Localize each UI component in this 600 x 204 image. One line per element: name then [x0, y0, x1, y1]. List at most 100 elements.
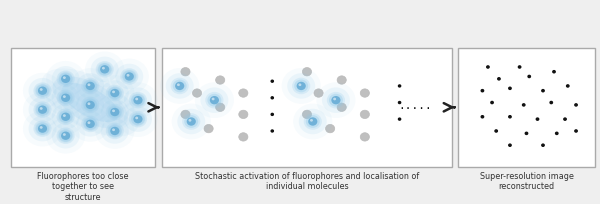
Circle shape: [29, 97, 56, 123]
Circle shape: [120, 69, 139, 85]
Circle shape: [29, 116, 56, 142]
Circle shape: [101, 119, 129, 144]
Circle shape: [112, 110, 115, 113]
Circle shape: [81, 78, 100, 95]
Circle shape: [215, 76, 225, 85]
Circle shape: [326, 125, 335, 133]
Circle shape: [160, 69, 199, 104]
Ellipse shape: [53, 77, 128, 129]
Circle shape: [38, 106, 47, 114]
Circle shape: [76, 93, 104, 118]
Circle shape: [124, 107, 152, 132]
Circle shape: [239, 89, 248, 98]
Circle shape: [175, 82, 184, 91]
Circle shape: [316, 83, 355, 119]
Circle shape: [59, 92, 73, 105]
Circle shape: [101, 100, 129, 125]
Ellipse shape: [62, 84, 119, 122]
Circle shape: [71, 69, 110, 104]
Circle shape: [110, 108, 119, 117]
Circle shape: [575, 130, 577, 132]
Circle shape: [518, 67, 521, 69]
Circle shape: [37, 105, 49, 115]
Circle shape: [294, 80, 308, 93]
Circle shape: [82, 117, 98, 132]
Circle shape: [542, 144, 544, 147]
Circle shape: [575, 104, 577, 106]
Circle shape: [304, 114, 322, 130]
Circle shape: [129, 111, 147, 128]
Circle shape: [35, 103, 50, 117]
Circle shape: [61, 113, 70, 121]
Circle shape: [34, 83, 52, 100]
Circle shape: [170, 78, 189, 95]
Circle shape: [398, 102, 401, 104]
Text: Stochastic activation of fluorophores and localisation of
individual molecules: Stochastic activation of fluorophores an…: [195, 171, 419, 191]
Circle shape: [40, 108, 43, 110]
Circle shape: [100, 66, 109, 74]
Circle shape: [59, 74, 71, 85]
Circle shape: [182, 114, 200, 130]
Circle shape: [172, 104, 211, 140]
Circle shape: [177, 84, 180, 87]
Circle shape: [133, 115, 143, 124]
Circle shape: [38, 125, 47, 133]
Circle shape: [35, 84, 50, 99]
Text: .....: .....: [398, 100, 433, 110]
Circle shape: [84, 119, 96, 130]
Circle shape: [61, 94, 70, 102]
Circle shape: [63, 134, 66, 136]
Circle shape: [525, 133, 527, 135]
Circle shape: [287, 74, 315, 99]
Circle shape: [125, 73, 134, 81]
Circle shape: [58, 110, 74, 124]
Circle shape: [108, 87, 122, 100]
Circle shape: [86, 82, 95, 91]
Circle shape: [210, 96, 219, 105]
Circle shape: [97, 63, 113, 77]
Circle shape: [481, 116, 484, 118]
Circle shape: [135, 117, 138, 120]
Circle shape: [108, 106, 122, 119]
Circle shape: [208, 94, 221, 107]
Circle shape: [23, 111, 62, 147]
Circle shape: [82, 98, 98, 113]
Circle shape: [327, 92, 345, 109]
Circle shape: [83, 80, 97, 93]
Circle shape: [107, 105, 123, 120]
Circle shape: [121, 70, 137, 84]
Circle shape: [118, 83, 158, 119]
Circle shape: [360, 133, 370, 141]
Circle shape: [56, 90, 75, 106]
Circle shape: [59, 111, 73, 124]
Circle shape: [271, 81, 274, 83]
Circle shape: [181, 68, 190, 76]
Circle shape: [56, 71, 75, 88]
Circle shape: [310, 119, 313, 122]
Circle shape: [491, 102, 493, 104]
Circle shape: [135, 98, 138, 101]
FancyBboxPatch shape: [458, 49, 595, 167]
Circle shape: [133, 96, 143, 105]
Circle shape: [204, 125, 213, 133]
Circle shape: [188, 119, 191, 122]
Circle shape: [109, 107, 121, 118]
Circle shape: [550, 102, 553, 104]
Circle shape: [95, 62, 114, 78]
Circle shape: [122, 71, 136, 83]
Circle shape: [115, 64, 143, 90]
Circle shape: [195, 83, 234, 119]
Circle shape: [37, 124, 49, 134]
Circle shape: [46, 118, 85, 154]
FancyBboxPatch shape: [163, 49, 452, 167]
Circle shape: [131, 113, 145, 126]
Circle shape: [308, 118, 317, 126]
Circle shape: [536, 119, 539, 121]
Circle shape: [38, 87, 47, 95]
Circle shape: [59, 130, 73, 142]
Circle shape: [52, 104, 80, 130]
Circle shape: [102, 68, 105, 70]
Circle shape: [556, 133, 558, 135]
Circle shape: [112, 91, 115, 94]
Circle shape: [91, 57, 119, 83]
